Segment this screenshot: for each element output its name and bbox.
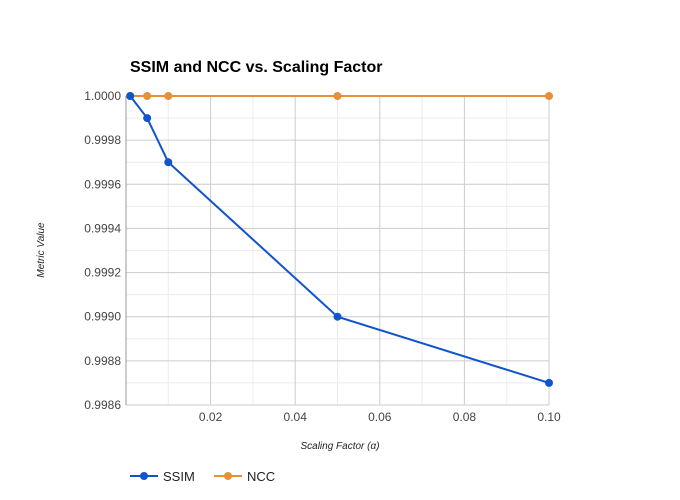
y-tick-labels: 0.9986 0.9988 0.9990 0.9992 0.9994 0.9996 0.99… — [84, 89, 121, 412]
y-tick-label: 0.9998 — [84, 133, 121, 147]
data-point-ssim — [545, 378, 553, 387]
data-point-ncc — [143, 92, 152, 100]
legend-marker-ssim — [140, 472, 148, 480]
legend: SSIM NCC — [130, 469, 275, 484]
series-line-ssim — [129, 95, 550, 384]
data-point-ssim — [143, 114, 152, 123]
x-tick-label: 0.10 — [537, 410, 561, 424]
y-tick-label: 0.9992 — [84, 266, 121, 280]
y-tick-label: 0.9988 — [84, 354, 121, 368]
x-tick-labels: 0.02 0.04 0.06 0.08 0.10 — [199, 410, 561, 424]
y-axis-label: Metric Value — [36, 222, 47, 278]
x-tick-label: 0.04 — [284, 410, 308, 424]
series-layer — [126, 92, 553, 387]
y-tick-label: 1.0000 — [84, 89, 121, 103]
data-point-ncc — [164, 92, 173, 100]
legend-label-ssim: SSIM — [163, 469, 195, 484]
y-tick-label: 0.9986 — [84, 398, 121, 412]
y-tick-label: 0.9994 — [84, 221, 121, 235]
x-axis-label: Scaling Factor (α) — [300, 441, 379, 452]
x-tick-label: 0.02 — [199, 410, 223, 424]
data-point-ssim — [164, 158, 173, 167]
legend-label-ncc: NCC — [247, 469, 275, 484]
x-tick-label: 0.08 — [453, 410, 477, 424]
data-point-ncc — [333, 92, 342, 100]
grid — [125, 95, 550, 406]
legend-marker-ncc — [224, 472, 232, 480]
chart-title: SSIM and NCC vs. Scaling Factor — [130, 59, 383, 76]
y-tick-label: 0.9990 — [84, 310, 121, 324]
data-point-ncc — [545, 92, 553, 100]
data-point-ssim — [333, 312, 342, 321]
x-tick-label: 0.06 — [368, 410, 392, 424]
y-tick-label: 0.9996 — [84, 177, 121, 191]
data-point-ssim — [126, 92, 135, 100]
